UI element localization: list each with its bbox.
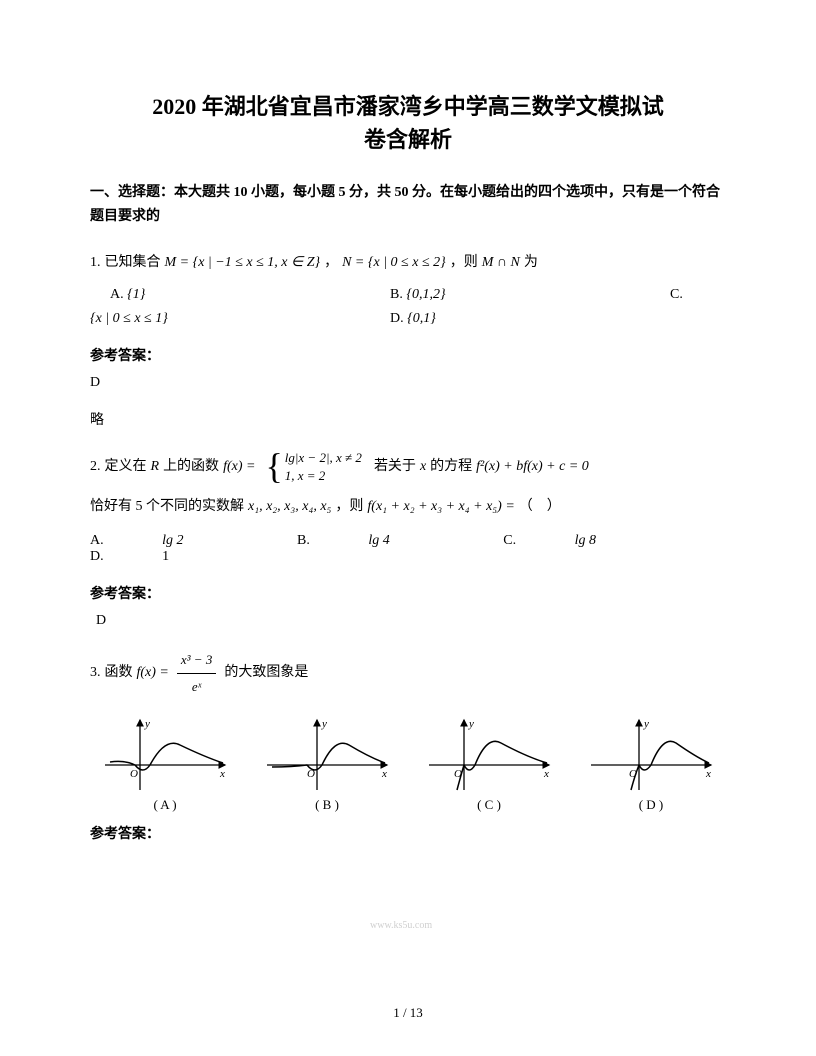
svg-text:x: x bbox=[705, 768, 711, 780]
q1-text: 已知集合 bbox=[105, 249, 161, 277]
q2-fx: f(x) = bbox=[223, 453, 255, 481]
q2-pre: 定义在 bbox=[105, 453, 147, 481]
q2-optD: 1 bbox=[162, 549, 169, 564]
graph-b-svg: y x O bbox=[257, 715, 397, 795]
page-title: 2020 年湖北省宜昌市潘家湾乡中学高三数学文模拟试 卷含解析 bbox=[90, 90, 726, 156]
q2-eq: f²(x) + bf(x) + c = 0 bbox=[476, 453, 589, 481]
q1-number: 1. bbox=[90, 249, 101, 277]
svg-text:O: O bbox=[629, 768, 637, 780]
q3-fraction: x³ − 3 eˣ bbox=[177, 647, 216, 700]
q1-brief: 略 bbox=[90, 409, 726, 429]
graph-c-svg: y x O bbox=[419, 715, 559, 795]
q3-frac-den: eˣ bbox=[188, 674, 205, 700]
title-line1: 2020 年湖北省宜昌市潘家湾乡中学高三数学文模拟试 bbox=[90, 90, 726, 123]
svg-text:y: y bbox=[643, 718, 649, 730]
graph-c: y x O ( C ) bbox=[414, 715, 564, 813]
q2-optA: lg 2 bbox=[162, 533, 183, 548]
svg-text:O: O bbox=[307, 768, 315, 780]
q2-optD-label: D. bbox=[90, 549, 104, 564]
svg-text:O: O bbox=[454, 768, 462, 780]
q1-optA: {1} bbox=[127, 287, 145, 302]
q2-piece2: 1, x = 2 bbox=[283, 467, 364, 485]
q2-piece1: lg|x − 2|, x ≠ 2 bbox=[283, 449, 364, 467]
question-1: 1. 已知集合 M = {x | −1 ≤ x ≤ 1, x ∈ Z} ， N … bbox=[90, 249, 726, 277]
graph-d: y x O ( D ) bbox=[576, 715, 726, 813]
section-heading: 一、选择题：本大题共 10 小题，每小题 5 分，共 50 分。在每小题给出的四… bbox=[90, 181, 726, 229]
q1-options-row1: A. {1} B. {0,1,2} C. bbox=[110, 287, 726, 303]
q1-set-n: N = {x | 0 ≤ x ≤ 2} bbox=[342, 249, 446, 277]
brace-icon: { bbox=[265, 452, 282, 481]
q2-answer: D bbox=[96, 613, 726, 629]
svg-text:x: x bbox=[543, 768, 549, 780]
q1-optD: {0,1} bbox=[407, 311, 436, 326]
graph-b-label: ( B ) bbox=[252, 797, 402, 813]
q2-number: 2. bbox=[90, 453, 101, 481]
q2-mid3: 的方程 bbox=[430, 453, 472, 481]
q2-roots: x₁, x₂, x₃, x₄, x₅ bbox=[248, 493, 331, 521]
q3-graphs: y x O ( A ) y x O ( B ) y x O ( C ) bbox=[90, 715, 726, 813]
q2-line2a: 恰好有 5 个不同的实数解 bbox=[90, 493, 244, 521]
svg-text:y: y bbox=[144, 718, 150, 730]
q2-optC: lg 8 bbox=[575, 533, 596, 548]
q2-piecewise: { lg|x − 2|, x ≠ 2 1, x = 2 bbox=[265, 449, 364, 485]
svg-text:y: y bbox=[468, 718, 474, 730]
watermark: www.ks5u.com bbox=[370, 920, 432, 931]
q1-tail: 为 bbox=[524, 249, 538, 277]
q1-comma: ， bbox=[324, 249, 338, 277]
q2-fsum: f(x₁ + x₂ + x₃ + x₄ + x₅) = bbox=[367, 493, 514, 521]
q2-R: R bbox=[151, 453, 160, 481]
svg-text:O: O bbox=[130, 768, 138, 780]
q1-optC-label: C. bbox=[670, 287, 683, 302]
q1-post: ，则 bbox=[450, 249, 478, 277]
q2-options: A. lg 2 B. lg 4 C. lg 8 D. 1 bbox=[90, 533, 726, 565]
graph-c-label: ( C ) bbox=[414, 797, 564, 813]
q3-frac-num: x³ − 3 bbox=[177, 647, 216, 674]
q1-answer: D bbox=[90, 375, 726, 391]
svg-text:x: x bbox=[219, 768, 225, 780]
q2-paren: （ ） bbox=[519, 493, 561, 521]
question-3: 3. 函数 f(x) = x³ − 3 eˣ 的大致图象是 bbox=[90, 647, 726, 700]
graph-d-label: ( D ) bbox=[576, 797, 726, 813]
q2-xvar: x bbox=[420, 453, 426, 481]
q2-mid1: 上的函数 bbox=[163, 453, 219, 481]
q2-optB-label: B. bbox=[297, 533, 310, 548]
q3-fx-pre: f(x) = bbox=[137, 659, 169, 687]
svg-text:x: x bbox=[381, 768, 387, 780]
q2-optA-label: A. bbox=[90, 533, 104, 548]
q3-answer-label: 参考答案： bbox=[90, 823, 726, 843]
q3-pre: 函数 bbox=[105, 659, 133, 687]
q1-set-m: M = {x | −1 ≤ x ≤ 1, x ∈ Z} bbox=[165, 249, 321, 277]
graph-b: y x O ( B ) bbox=[252, 715, 402, 813]
graph-a-label: ( A ) bbox=[90, 797, 240, 813]
graph-a-svg: y x O bbox=[95, 715, 235, 795]
q2-answer-label: 参考答案： bbox=[90, 583, 726, 603]
graph-d-svg: y x O bbox=[581, 715, 721, 795]
q1-optB-label: B. bbox=[390, 287, 403, 302]
q1-optB: {0,1,2} bbox=[406, 287, 445, 302]
q2-optB: lg 4 bbox=[368, 533, 389, 548]
page-number: 1 / 13 bbox=[0, 1005, 816, 1021]
q1-optC-below: {x | 0 ≤ x ≤ 1} bbox=[90, 311, 168, 326]
q2-mid2: 若关于 bbox=[374, 453, 416, 481]
q1-optD-label: D. bbox=[390, 311, 404, 326]
q1-options-row2: {x | 0 ≤ x ≤ 1} D. {0,1} bbox=[90, 311, 726, 327]
graph-a: y x O ( A ) bbox=[90, 715, 240, 813]
q2-line2b: ，则 bbox=[335, 493, 363, 521]
q1-mn: M ∩ N bbox=[482, 249, 520, 277]
q2-optC-label: C. bbox=[503, 533, 516, 548]
q3-number: 3. bbox=[90, 659, 101, 687]
q1-optA-label: A. bbox=[110, 287, 124, 302]
svg-text:y: y bbox=[321, 718, 327, 730]
q1-answer-label: 参考答案： bbox=[90, 345, 726, 365]
q3-post: 的大致图象是 bbox=[224, 659, 308, 687]
title-line2: 卷含解析 bbox=[90, 123, 726, 156]
question-2: 2. 定义在 R 上的函数 f(x) = { lg|x − 2|, x ≠ 2 … bbox=[90, 449, 726, 521]
